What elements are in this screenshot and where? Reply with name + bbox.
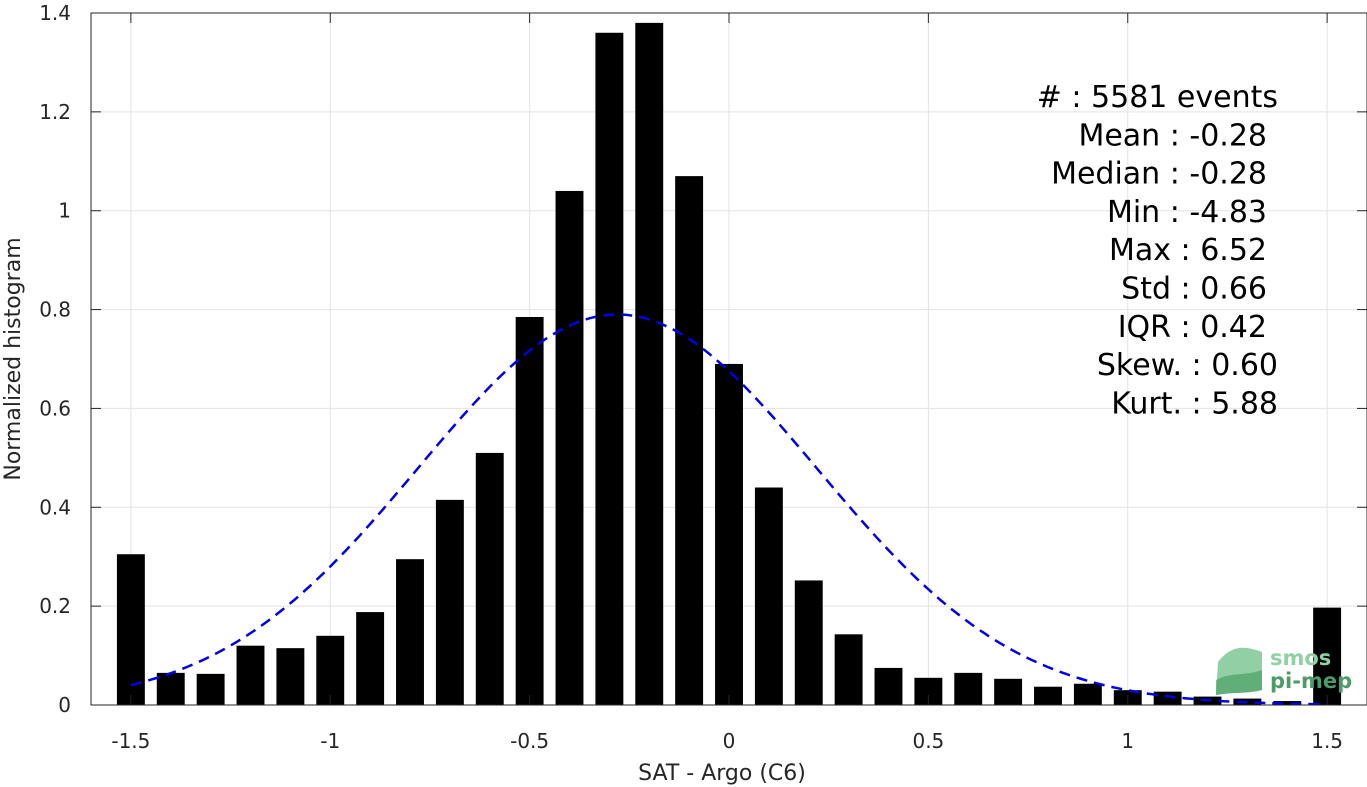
y-tick-label: 1.4 (39, 1, 71, 25)
bar-5 (316, 635, 345, 705)
bar-9 (475, 452, 504, 705)
y-axis-label: Normalized histogram (1, 237, 26, 480)
bar-14 (675, 176, 704, 706)
logo-text-smos: smos (1270, 646, 1331, 670)
bar-29 (1273, 701, 1302, 705)
x-tick-label: -1 (320, 729, 340, 753)
bar-21 (954, 672, 983, 705)
x-tick-label: 0.5 (912, 729, 944, 753)
x-tick-label: -1.5 (111, 729, 150, 753)
smos-pi-mep-logo: smos pi-mep (1216, 646, 1352, 695)
x-tick-label: 1 (1121, 729, 1134, 753)
bars (116, 22, 1342, 706)
bar-1 (156, 672, 185, 705)
y-tick-labels: 0 0.2 0.4 0.6 0.8 1 1.2 1.4 (39, 1, 71, 717)
bar-11 (555, 190, 584, 705)
axes (90, 12, 1367, 706)
bar-12 (595, 32, 624, 706)
x-tick-label: 1.5 (1311, 729, 1343, 753)
bar-10 (515, 316, 544, 705)
x-tick-labels: -1.5 -1 -0.5 0 0.5 1 1.5 (111, 729, 1343, 753)
stat-line: Max : 6.52 (1109, 233, 1267, 268)
bar-30 (1313, 607, 1342, 705)
bar-22 (994, 678, 1023, 705)
x-tick-label: -0.5 (510, 729, 549, 753)
bar-7 (396, 559, 424, 705)
stat-line: Mean : -0.28 (1078, 118, 1267, 153)
bar-8 (435, 499, 464, 705)
bar-18 (834, 634, 863, 705)
logo-text-pimep: pi-mep (1270, 669, 1352, 693)
y-tick-label: 1 (58, 199, 71, 223)
stat-line: Min : -4.83 (1107, 195, 1267, 230)
stat-line: # : 5581 events (1037, 80, 1278, 115)
y-tick-label: 0.2 (39, 594, 71, 618)
bar-24 (1073, 683, 1102, 705)
y-tick-label: 1.2 (39, 100, 71, 124)
bar-17 (794, 580, 823, 705)
y-tick-label: 0.8 (39, 298, 71, 322)
bar-23 (1034, 686, 1062, 705)
stat-line: Skew. : 0.60 (1097, 348, 1278, 383)
y-tick-label: 0 (58, 693, 71, 717)
stat-line: IQR : 0.42 (1118, 310, 1267, 345)
bar-3 (236, 645, 265, 705)
bar-2 (196, 673, 225, 705)
bar-0 (116, 554, 145, 705)
x-axis-label: SAT - Argo (C6) (638, 761, 806, 786)
stat-line: Kurt. : 5.88 (1111, 386, 1278, 421)
bar-26 (1153, 691, 1182, 705)
bar-15 (715, 363, 743, 705)
normal-fit-curve (130, 313, 1328, 706)
bar-16 (754, 487, 783, 705)
bar-19 (874, 667, 903, 705)
x-tick-label: 0 (723, 729, 736, 753)
y-tick-label: 0.4 (39, 495, 71, 519)
stat-line: Median : -0.28 (1051, 157, 1267, 192)
bar-6 (356, 612, 385, 705)
stat-line: Std : 0.66 (1121, 272, 1267, 307)
bar-4 (276, 648, 305, 705)
bar-13 (635, 22, 664, 705)
y-tick-label: 0.6 (39, 396, 71, 420)
bar-28 (1233, 698, 1262, 705)
